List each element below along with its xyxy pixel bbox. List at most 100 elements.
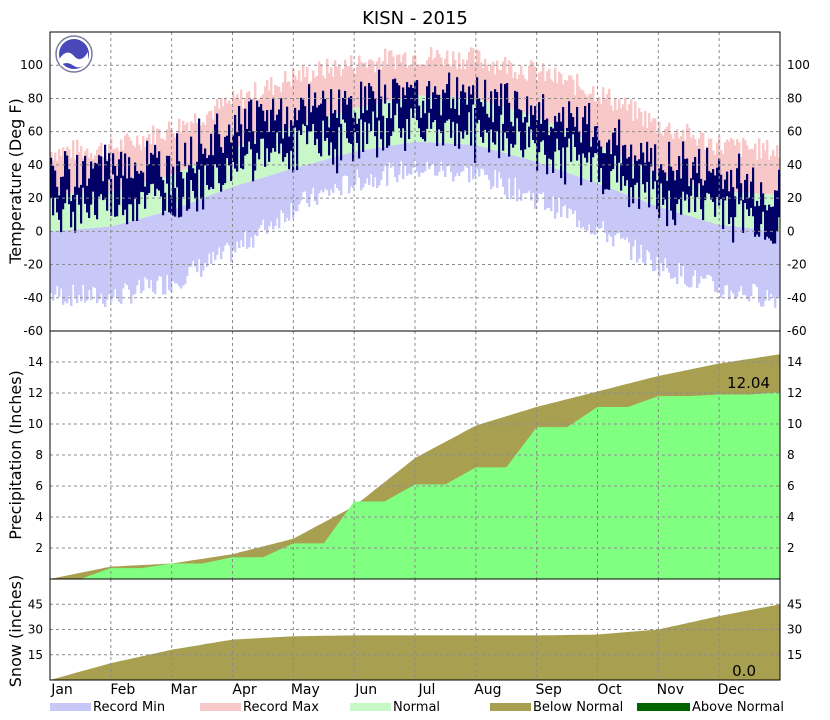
observed-temp-bar bbox=[308, 84, 311, 132]
normal-bar bbox=[280, 131, 283, 173]
record-max-bar bbox=[342, 68, 345, 112]
normal-snow-area bbox=[50, 604, 780, 680]
observed-temp-bar bbox=[520, 110, 523, 151]
normal-bar bbox=[582, 138, 585, 179]
record-min-bar bbox=[618, 191, 621, 233]
observed-temp-bar bbox=[118, 159, 121, 205]
observed-temp-bar bbox=[686, 158, 689, 195]
record-max-bar bbox=[600, 103, 603, 147]
record-max-bar bbox=[670, 134, 673, 179]
record-max-bar bbox=[180, 132, 183, 172]
record-min-bar bbox=[170, 210, 173, 292]
record-min-bar bbox=[148, 216, 151, 289]
record-max-bar bbox=[364, 62, 367, 107]
record-max-bar bbox=[172, 133, 175, 175]
normal-bar bbox=[738, 192, 741, 227]
record-min-bar bbox=[596, 183, 599, 226]
record-min-bar bbox=[704, 220, 707, 279]
normal-bar bbox=[592, 143, 595, 182]
record-max-bar bbox=[60, 156, 63, 195]
record-max-bar bbox=[512, 77, 515, 110]
normal-bar bbox=[406, 96, 409, 143]
record-max-bar bbox=[276, 85, 279, 133]
record-max-bar bbox=[488, 70, 491, 103]
record-max-bar bbox=[746, 145, 749, 194]
record-min-bar bbox=[666, 209, 669, 269]
record-min-bar bbox=[744, 227, 747, 295]
record-min-bar bbox=[678, 212, 681, 263]
record-min-bar bbox=[756, 228, 759, 288]
record-max-bar bbox=[334, 60, 337, 115]
record-min-bar bbox=[328, 158, 331, 196]
record-min-bar bbox=[600, 184, 603, 229]
record-min-bar bbox=[498, 151, 501, 173]
record-max-bar bbox=[102, 157, 105, 192]
observed-temp-bar bbox=[114, 165, 117, 217]
observed-temp-bar bbox=[540, 123, 543, 142]
normal-bar bbox=[82, 193, 85, 229]
record-min-bar bbox=[528, 159, 531, 191]
record-max-bar bbox=[166, 129, 169, 177]
record-min-bar bbox=[432, 142, 435, 165]
legend-swatch bbox=[50, 703, 91, 711]
record-min-bar bbox=[368, 149, 371, 185]
temperature-tick-right: -40 bbox=[787, 291, 807, 305]
record-min-bar bbox=[260, 178, 263, 225]
record-max-bar bbox=[116, 147, 119, 191]
observed-temp-bar bbox=[314, 92, 317, 146]
record-max-bar bbox=[604, 98, 607, 149]
observed-temp-bar bbox=[714, 175, 717, 217]
observed-temp-bar bbox=[190, 136, 193, 181]
record-min-bar bbox=[250, 181, 253, 238]
observed-temp-bar bbox=[658, 168, 661, 218]
observed-temp-bar bbox=[744, 179, 747, 204]
observed-temp-bar bbox=[176, 133, 179, 188]
record-min-bar bbox=[652, 204, 655, 272]
record-max-bar bbox=[254, 82, 257, 141]
observed-temp-bar bbox=[210, 133, 213, 188]
observed-temp-bar bbox=[270, 109, 273, 153]
normal-bar bbox=[530, 115, 533, 161]
record-min-bar bbox=[410, 142, 413, 175]
record-min-bar bbox=[602, 185, 605, 222]
observed-temp-bar bbox=[494, 89, 497, 145]
record-min-bar bbox=[394, 144, 397, 178]
observed-temp-bar bbox=[168, 155, 171, 213]
record-max-bar bbox=[274, 84, 277, 134]
observed-temp-bar bbox=[216, 113, 219, 168]
precipitation-tick-right: 4 bbox=[787, 510, 795, 524]
temperature-tick-right: 0 bbox=[787, 224, 795, 238]
record-max-bar bbox=[78, 151, 81, 194]
record-min-bar bbox=[82, 228, 85, 285]
record-min-bar bbox=[590, 181, 593, 235]
observed-temp-bar bbox=[392, 79, 395, 132]
record-min-bar bbox=[426, 142, 429, 162]
normal-bar bbox=[112, 191, 115, 226]
observed-temp-bar bbox=[518, 109, 521, 132]
record-min-bar bbox=[748, 228, 751, 302]
record-min-bar bbox=[542, 163, 545, 193]
record-max-bar bbox=[772, 149, 775, 195]
record-max-bar bbox=[168, 121, 171, 176]
record-min-bar bbox=[620, 192, 623, 239]
normal-bar bbox=[750, 193, 753, 229]
normal-bar bbox=[696, 185, 699, 219]
observed-temp-bar bbox=[596, 125, 599, 154]
normal-bar bbox=[594, 144, 597, 183]
observed-temp-bar bbox=[676, 170, 679, 205]
record-min-bar bbox=[180, 206, 183, 289]
record-min-bar bbox=[112, 225, 115, 298]
temperature-tick-left: 20 bbox=[28, 191, 43, 205]
record-max-bar bbox=[292, 68, 295, 127]
record-max-bar bbox=[726, 139, 729, 192]
observed-temp-bar bbox=[456, 77, 459, 124]
normal-bar bbox=[158, 178, 161, 214]
month-label: Mar bbox=[170, 682, 197, 698]
normal-bar bbox=[724, 191, 727, 226]
record-min-bar bbox=[380, 147, 383, 181]
normal-bar bbox=[190, 166, 193, 203]
observed-temp-bar bbox=[240, 124, 243, 169]
record-max-bar bbox=[188, 132, 191, 168]
record-max-bar bbox=[196, 122, 199, 165]
observed-temp-bar bbox=[678, 156, 681, 200]
